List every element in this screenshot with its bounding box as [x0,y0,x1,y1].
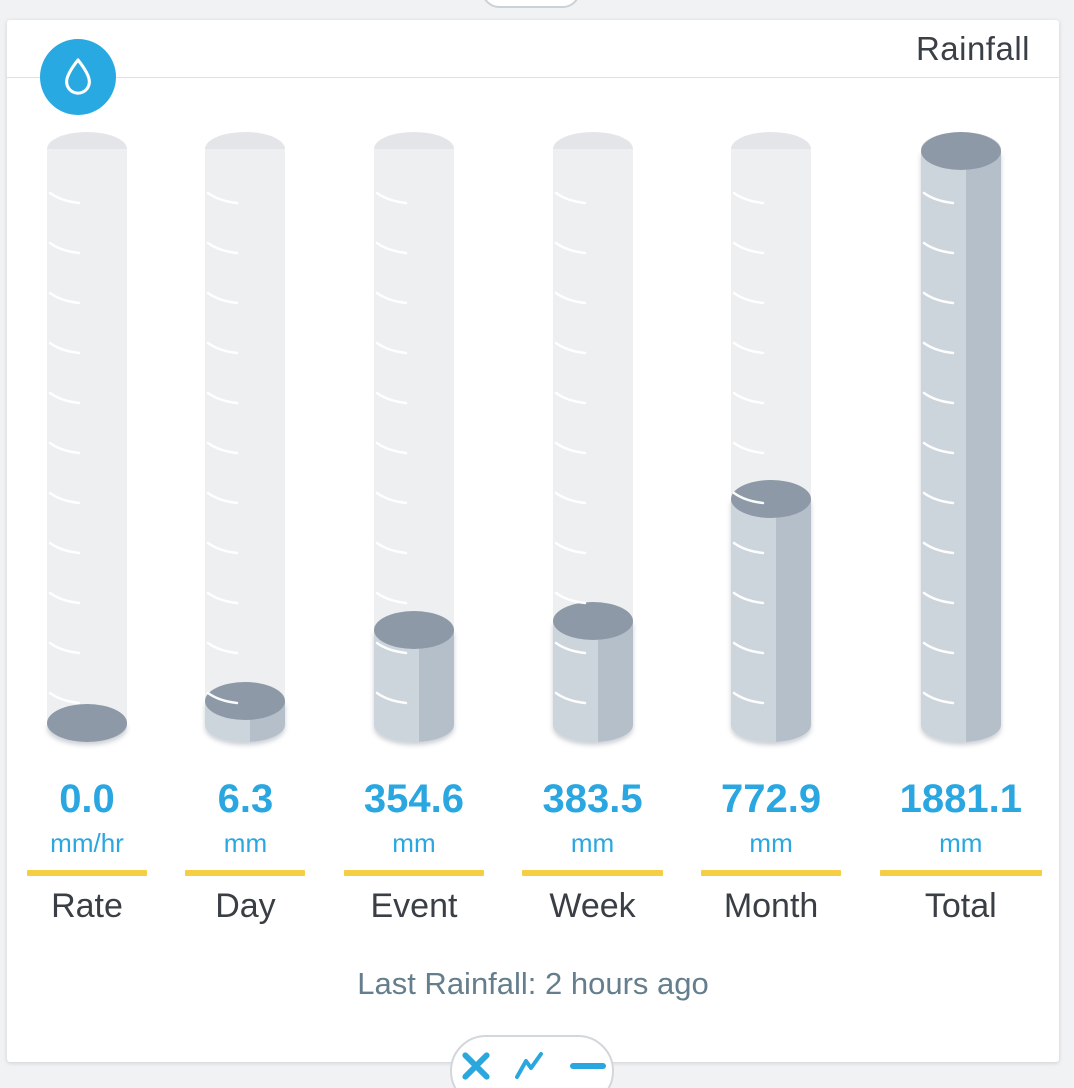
gauge-column-day: 6.3 mm Day [185,132,306,926]
minimize-button[interactable] [570,1049,606,1083]
water-drop-badge [40,39,116,115]
cylinder-fill-body [731,498,812,742]
line-chart-icon [515,1052,543,1079]
cylinder-fill-top-ellipse [373,611,454,650]
gauge-value: 772.9 [721,777,822,821]
cylinder-tick-marks [48,191,81,705]
gauge-underline [522,870,663,876]
cylinder-tick-marks [375,191,408,705]
gauge-underline [185,870,306,876]
gauge-column-event: 354.6 mm Event [343,132,485,926]
gauge-unit: mm [570,828,615,858]
x-icon [462,1052,490,1080]
gauge-label: Month [723,887,819,925]
gauge-cylinder [47,132,127,742]
last-rainfall-text: Last Rainfall: 2 hours ago [357,966,709,1001]
gauge-value: 0.0 [59,777,115,821]
cylinder-tick-marks [732,191,765,705]
gauge-column-total: 1881.1 mm Total [879,132,1042,926]
cylinder-fill-level [47,704,127,742]
gauge-label: Event [370,887,458,925]
gauge-label: Day [215,887,276,925]
cylinder-fill-top-ellipse [552,602,633,641]
cylinder-tick-marks [554,191,586,705]
gauge-label: Rate [51,887,123,925]
water-drop-icon [65,58,91,95]
gauge-unit: mm [223,828,268,858]
card-toolbar [450,1035,614,1088]
card-title: Rainfall [915,29,1030,67]
gauge-unit: mm [749,828,793,858]
cylinder-fill-top-ellipse [920,132,1001,170]
gauge-column-week: 383.5 mm Week [522,132,663,926]
gauge-underline [343,870,485,876]
cylinder-fill-top-ellipse [205,682,286,720]
dash-icon [570,1063,606,1069]
chart-button[interactable] [514,1049,550,1083]
gauge-unit: mm/hr [50,828,124,858]
gauge-value: 6.3 [217,777,274,821]
gauge-underline [701,870,842,876]
cylinder-tick-marks [207,191,239,705]
gauge-unit: mm [939,828,983,858]
gauge-cylinder [552,132,633,742]
cylinder-fill-body [552,621,633,742]
gauge-column-month: 772.9 mm Month [701,132,842,926]
gauge-cylinder [205,132,286,742]
gauge-value: 354.6 [363,777,465,821]
gauge-cylinder [920,132,1001,742]
gauge-cylinder [373,132,454,742]
adjacent-card-pill-button[interactable] [482,0,580,8]
rainfall-card: Rainfall 0.0 mm/hr Rate 6.3 mm Day 354.6 mm Even… [7,20,1059,1062]
gauges-row: 0.0 mm/hr Rate 6.3 mm Day 354.6 mm Event 383.5 mm W… [27,132,1042,926]
cylinder-fill-level [205,682,286,742]
cylinder-fill-level [552,602,633,742]
cylinder-tick-marks [922,191,955,705]
gauge-unit: mm [392,828,436,858]
gauge-value: 383.5 [542,777,643,821]
gauge-label: Total [924,887,997,925]
gauge-column-rate: 0.0 mm/hr Rate [27,132,147,926]
card-header: Rainfall [7,20,1059,78]
close-button[interactable] [458,1049,494,1083]
gauge-underline [27,870,147,876]
cylinder-fill-top-ellipse [47,704,127,742]
gauge-value: 1881.1 [899,777,1022,821]
gauge-underline [879,870,1042,876]
gauge-cylinder [731,132,812,742]
gauge-label: Week [549,887,636,925]
